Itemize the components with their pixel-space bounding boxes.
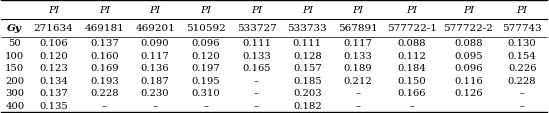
Text: 0.126: 0.126 xyxy=(454,89,483,98)
Text: 0.154: 0.154 xyxy=(508,52,536,60)
Text: 0.195: 0.195 xyxy=(192,76,220,85)
Text: 0.182: 0.182 xyxy=(293,101,322,110)
Text: PI: PI xyxy=(302,6,313,15)
Text: 0.187: 0.187 xyxy=(141,76,170,85)
Text: 0.117: 0.117 xyxy=(344,39,372,48)
Text: 0.096: 0.096 xyxy=(192,39,220,48)
Text: 0.095: 0.095 xyxy=(454,52,483,60)
Text: 567891: 567891 xyxy=(338,24,378,33)
Text: PI: PI xyxy=(463,6,474,15)
Text: 0.112: 0.112 xyxy=(397,52,426,60)
Text: 510592: 510592 xyxy=(186,24,226,33)
Text: 400: 400 xyxy=(5,101,25,110)
Text: 469201: 469201 xyxy=(135,24,175,33)
Text: 0.120: 0.120 xyxy=(39,52,68,60)
Text: 0.117: 0.117 xyxy=(141,52,170,60)
Text: PI: PI xyxy=(99,6,110,15)
Text: 0.165: 0.165 xyxy=(242,64,271,73)
Text: 0.090: 0.090 xyxy=(141,39,170,48)
Text: 0.133: 0.133 xyxy=(344,52,372,60)
Text: 577743: 577743 xyxy=(502,24,542,33)
Text: 0.193: 0.193 xyxy=(90,76,119,85)
Text: –: – xyxy=(356,89,361,98)
Text: PI: PI xyxy=(352,6,363,15)
Text: 0.106: 0.106 xyxy=(40,39,68,48)
Text: 50: 50 xyxy=(8,39,21,48)
Text: 0.088: 0.088 xyxy=(397,39,426,48)
Text: 0.160: 0.160 xyxy=(90,52,119,60)
Text: 0.133: 0.133 xyxy=(242,52,271,60)
Text: 0.189: 0.189 xyxy=(344,64,372,73)
Text: 533727: 533727 xyxy=(237,24,276,33)
Text: PI: PI xyxy=(517,6,528,15)
Text: 200: 200 xyxy=(5,76,24,85)
Text: –: – xyxy=(254,76,259,85)
Text: 0.096: 0.096 xyxy=(454,64,483,73)
Text: 0.197: 0.197 xyxy=(192,64,220,73)
Text: 0.169: 0.169 xyxy=(90,64,119,73)
Text: –: – xyxy=(520,89,525,98)
Text: 0.111: 0.111 xyxy=(242,39,271,48)
Text: 271634: 271634 xyxy=(33,24,74,33)
Text: –: – xyxy=(254,89,259,98)
Text: PI: PI xyxy=(48,6,59,15)
Text: –: – xyxy=(254,101,259,110)
Text: 0.137: 0.137 xyxy=(90,39,119,48)
Text: –: – xyxy=(356,101,361,110)
Text: PI: PI xyxy=(149,6,161,15)
Text: 0.137: 0.137 xyxy=(39,89,68,98)
Text: 0.130: 0.130 xyxy=(508,39,536,48)
Text: 0.116: 0.116 xyxy=(454,76,483,85)
Text: 150: 150 xyxy=(5,64,25,73)
Text: 300: 300 xyxy=(5,89,24,98)
Text: 0.150: 0.150 xyxy=(397,76,426,85)
Text: 577722-2: 577722-2 xyxy=(444,24,494,33)
Text: 0.203: 0.203 xyxy=(293,89,322,98)
Text: 0.185: 0.185 xyxy=(293,76,322,85)
Text: 0.135: 0.135 xyxy=(39,101,68,110)
Text: PI: PI xyxy=(200,6,211,15)
Text: Gy: Gy xyxy=(7,24,23,33)
Text: 0.123: 0.123 xyxy=(39,64,68,73)
Text: –: – xyxy=(153,101,158,110)
Text: –: – xyxy=(520,101,525,110)
Text: 577722-1: 577722-1 xyxy=(387,24,436,33)
Text: 0.184: 0.184 xyxy=(397,64,426,73)
Text: 0.128: 0.128 xyxy=(293,52,322,60)
Text: 0.166: 0.166 xyxy=(397,89,426,98)
Text: 0.212: 0.212 xyxy=(344,76,372,85)
Text: PI: PI xyxy=(251,6,262,15)
Text: 0.088: 0.088 xyxy=(454,39,483,48)
Text: 0.226: 0.226 xyxy=(508,64,536,73)
Text: 469181: 469181 xyxy=(85,24,124,33)
Text: 0.230: 0.230 xyxy=(141,89,170,98)
Text: 0.157: 0.157 xyxy=(293,64,322,73)
Text: 0.310: 0.310 xyxy=(192,89,220,98)
Text: –: – xyxy=(203,101,208,110)
Text: –: – xyxy=(102,101,107,110)
Text: 0.111: 0.111 xyxy=(293,39,322,48)
Text: 0.228: 0.228 xyxy=(90,89,119,98)
Text: PI: PI xyxy=(406,6,417,15)
Text: –: – xyxy=(409,101,414,110)
Text: 0.228: 0.228 xyxy=(508,76,536,85)
Text: 0.134: 0.134 xyxy=(39,76,68,85)
Text: 533733: 533733 xyxy=(287,24,327,33)
Text: 0.136: 0.136 xyxy=(141,64,170,73)
Text: 100: 100 xyxy=(5,52,25,60)
Text: 0.120: 0.120 xyxy=(192,52,220,60)
